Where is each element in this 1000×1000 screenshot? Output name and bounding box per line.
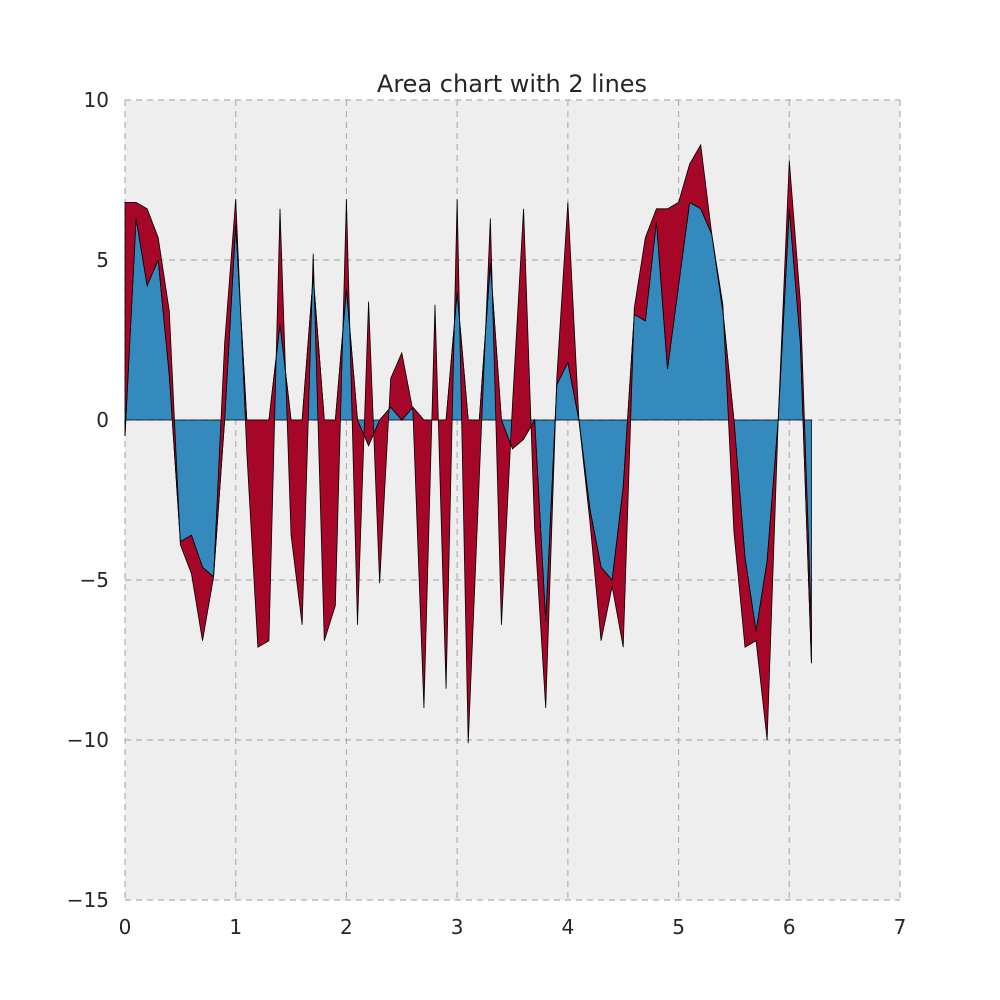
y-tick-label: 0	[96, 408, 109, 432]
x-tick-label: 3	[451, 915, 464, 939]
x-tick-label: 1	[229, 915, 242, 939]
plot-background	[125, 100, 900, 900]
y-tick-label: −5	[80, 568, 109, 592]
y-tick-labels: 10 5 0 −5 −10 −15	[67, 88, 109, 912]
y-tick-label: −15	[67, 888, 109, 912]
area-series	[124, 143, 812, 744]
x-tick-label: 4	[561, 915, 574, 939]
x-tick-label: 6	[783, 915, 796, 939]
y-tick-label: −10	[67, 728, 109, 752]
x-tick-label: 7	[894, 915, 907, 939]
x-tick-label: 0	[119, 915, 132, 939]
y-tick-label: 10	[84, 88, 109, 112]
area-series-2	[124, 143, 812, 744]
y-tick-label: 5	[96, 248, 109, 272]
chart-title: Area chart with 2 lines	[377, 70, 647, 98]
x-tick-label: 2	[340, 915, 353, 939]
x-tick-label: 5	[672, 915, 685, 939]
x-tick-labels: 0 1 2 3 4 5 6 7	[119, 915, 907, 939]
